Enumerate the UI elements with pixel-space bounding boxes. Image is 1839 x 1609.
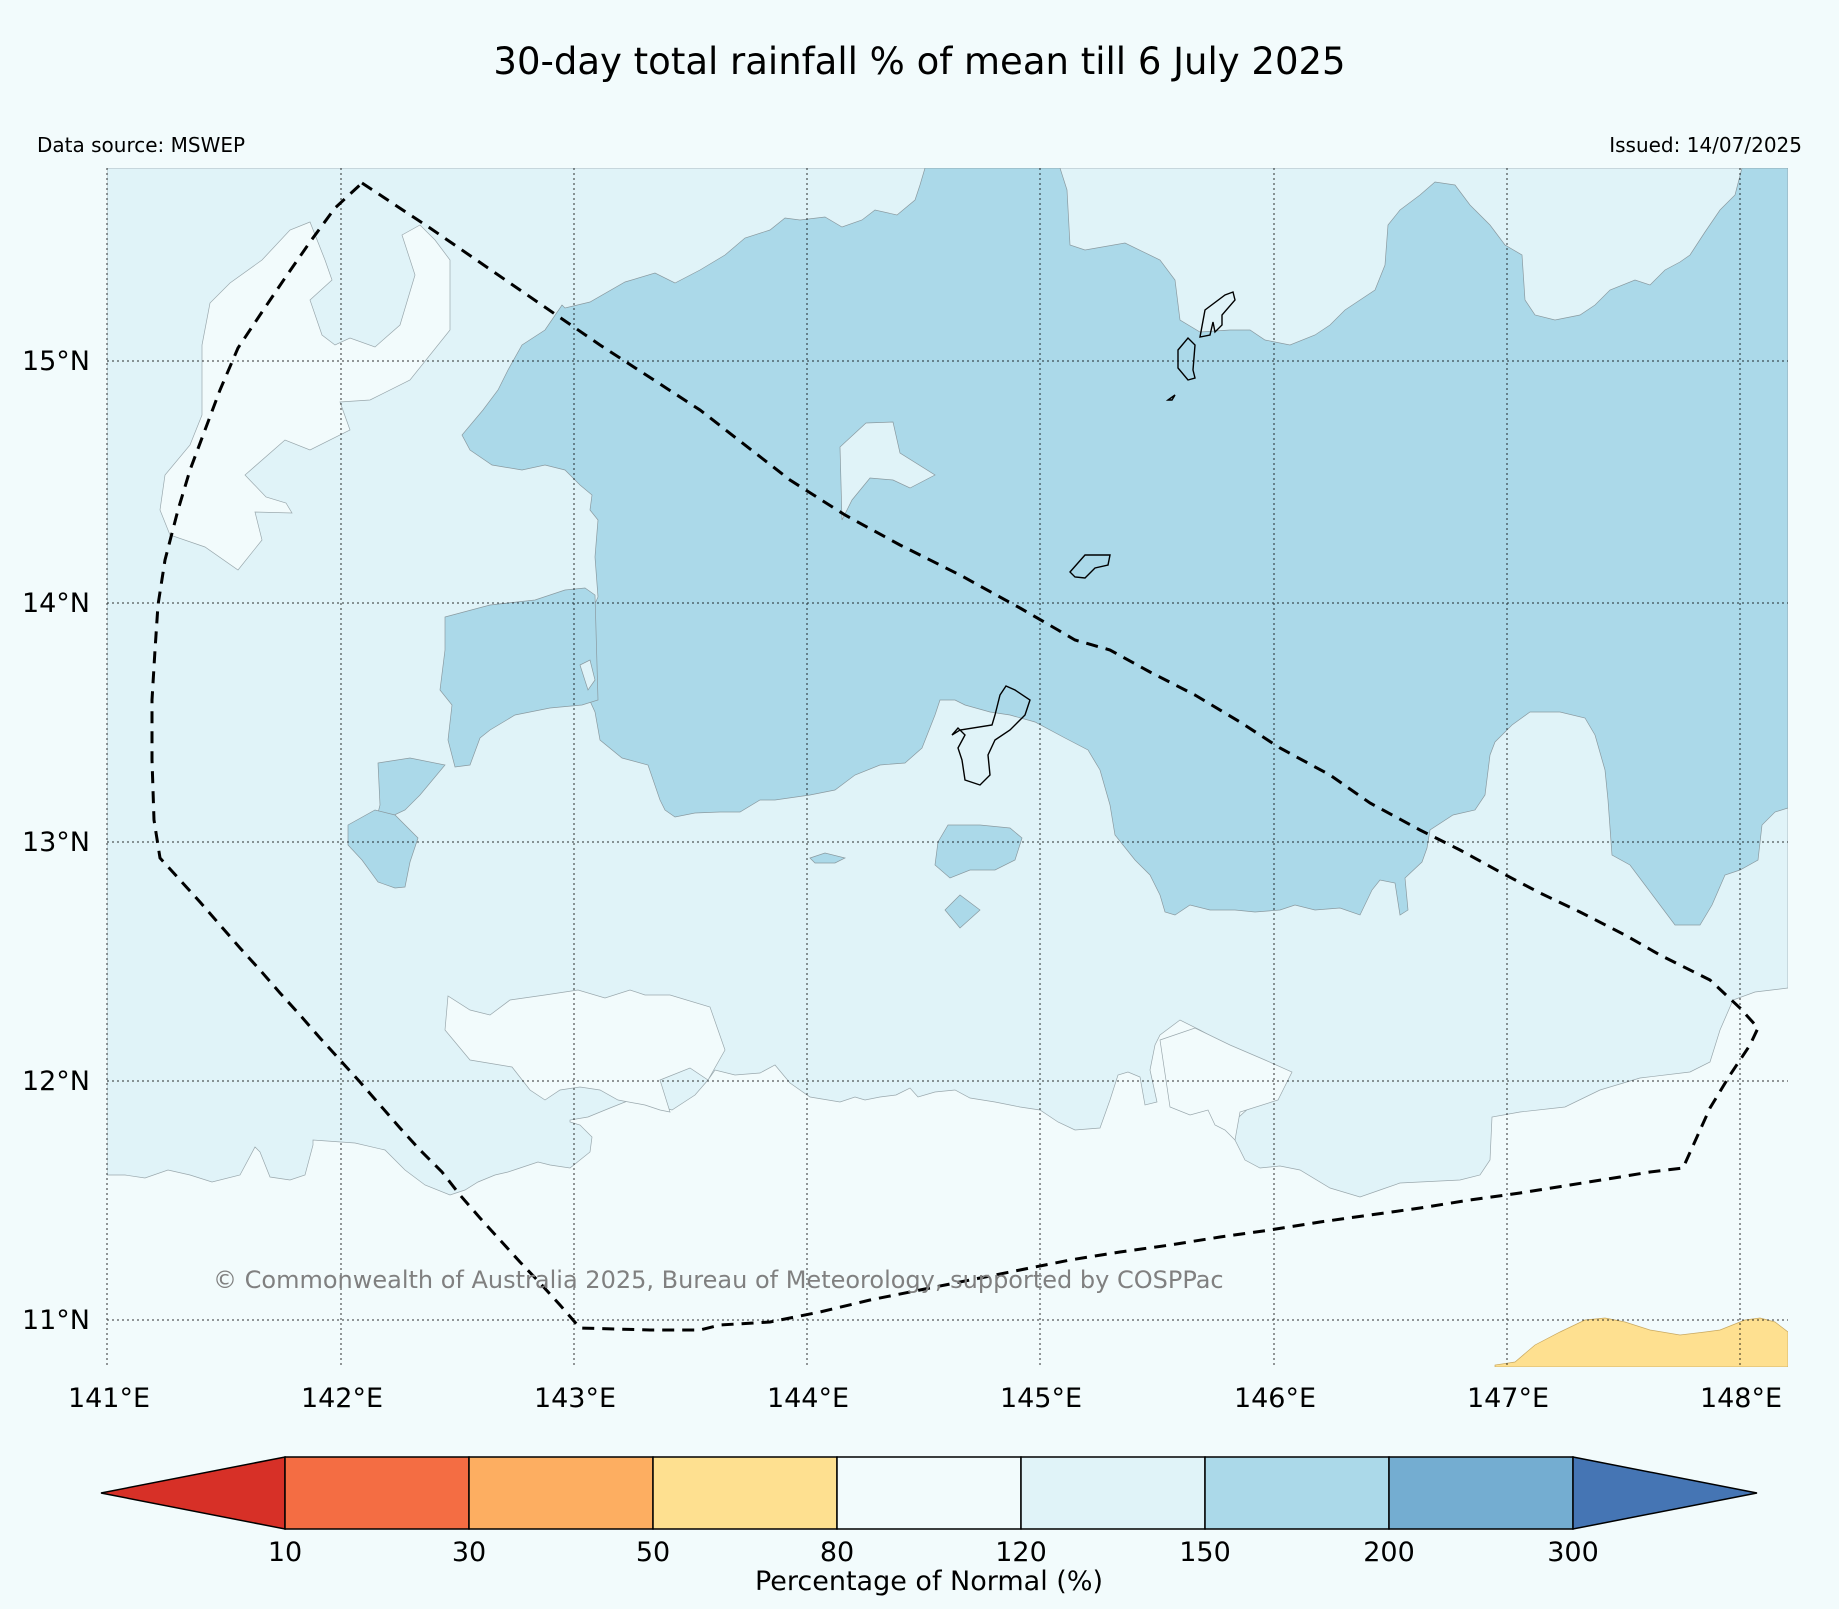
colorbar-segment-200-300: [1388, 1456, 1574, 1530]
lon-tick-143: 143°E: [534, 1383, 616, 1414]
lon-tick-141: 141°E: [68, 1383, 150, 1414]
contour-150-200-island-e: [809, 852, 847, 864]
lon-tick-144: 144°E: [767, 1383, 849, 1414]
colorbar-tick-10: 10: [268, 1537, 302, 1568]
issued-date-label: Issued: 14/07/2025: [1609, 133, 1802, 157]
colorbar-segment-30-50: [468, 1456, 654, 1530]
lat-tick-15: 15°N: [22, 346, 90, 377]
data-source-label: Data source: MSWEP: [37, 133, 246, 157]
contour-150-200-west: [439, 587, 599, 768]
lon-tick-148: 148°E: [1700, 1383, 1782, 1414]
colorbar-tick-labels: 10 30 50 80 120 150 200 300: [268, 1537, 1599, 1568]
longitude-tick-labels: 141°E 142°E 143°E 144°E 145°E 146°E 147°…: [68, 1383, 1782, 1414]
island-outlines: [951, 291, 1236, 786]
island-rota: [1069, 554, 1111, 579]
latitude-tick-labels: 15°N 14°N 13°N 12°N 11°N: [22, 346, 90, 1336]
colorbar-label: Percentage of Normal (%): [755, 1566, 1103, 1597]
colorbar-segment-120-150: [1020, 1456, 1206, 1530]
exclusive-economic-zone-boundary: [150, 181, 1760, 1332]
lon-tick-142: 142°E: [301, 1383, 383, 1414]
colorbar-segment-150-200: [1204, 1456, 1390, 1530]
colorbar-tick-300: 300: [1547, 1537, 1599, 1568]
contour-120-150-pocket: [839, 421, 936, 521]
map-area: © Commonwealth of Australia 2025, Bureau…: [106, 168, 1788, 1367]
map-title: 30-day total rainfall % of mean till 6 J…: [493, 40, 1346, 83]
lon-tick-145: 145°E: [1000, 1383, 1082, 1414]
contour-80-120-islet-west: [579, 659, 596, 691]
lat-tick-14: 14°N: [22, 588, 90, 619]
colorbar-tick-30: 30: [452, 1537, 486, 1568]
island-saipan: [1199, 291, 1236, 338]
contour-50-80-southeast: [1494, 1317, 1788, 1367]
colorbar: [100, 1456, 1758, 1530]
colorbar-tick-200: 200: [1363, 1537, 1415, 1568]
rainfall-contours: [107, 168, 1788, 1367]
colorbar-tick-150: 150: [1179, 1537, 1231, 1568]
contour-80-120-southeast: [1159, 1027, 1293, 1141]
lat-tick-12: 12°N: [22, 1066, 90, 1097]
contour-150-200-island-d: [944, 894, 981, 929]
colorbar-segment-80-120: [836, 1456, 1022, 1530]
gridlines: [106, 168, 1788, 1367]
colorbar-segment-below-10: [100, 1456, 286, 1530]
lon-tick-146: 146°E: [1234, 1383, 1316, 1414]
lat-tick-13: 13°N: [22, 827, 90, 858]
island-guam: [951, 685, 1031, 786]
colorbar-tick-50: 50: [636, 1537, 670, 1568]
lon-tick-147: 147°E: [1467, 1383, 1549, 1414]
colorbar-tick-120: 120: [995, 1537, 1047, 1568]
colorbar-tick-80: 80: [820, 1537, 854, 1568]
contour-150-200-island-b: [347, 809, 419, 889]
island-islet: [1165, 394, 1176, 401]
colorbar-segment-50-80: [652, 1456, 838, 1530]
contour-80-120-south: [444, 989, 726, 1113]
colorbar-segment-10-30: [284, 1456, 470, 1530]
contour-150-200-main: [461, 168, 1788, 926]
contour-80-120-northwest: [159, 221, 451, 571]
copyright-notice: © Commonwealth of Australia 2025, Bureau…: [213, 1266, 1224, 1294]
lat-tick-11: 11°N: [22, 1305, 90, 1336]
colorbar-segment-above-300: [1572, 1456, 1758, 1530]
contour-150-200-island-c: [934, 824, 1023, 879]
island-tinian: [1177, 336, 1196, 381]
